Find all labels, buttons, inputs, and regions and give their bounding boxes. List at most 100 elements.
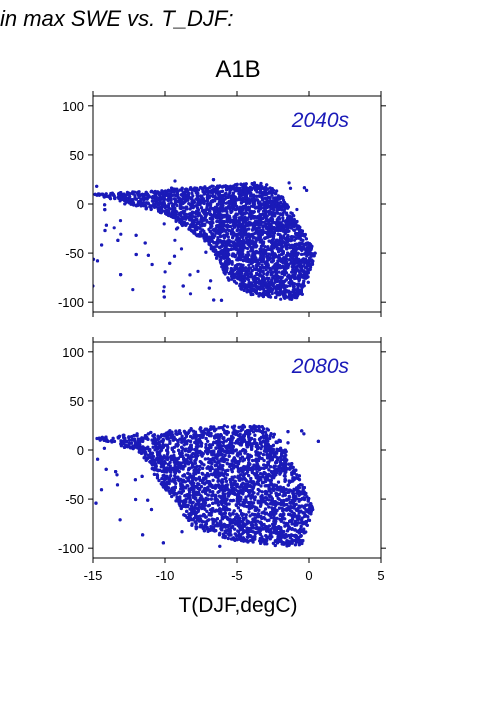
scatter-point <box>289 239 293 243</box>
scatter-point <box>268 283 272 287</box>
scatter-point <box>169 207 173 211</box>
scatter-point <box>230 262 234 266</box>
scatter-point <box>285 235 290 239</box>
scatter-point <box>262 249 266 253</box>
scatter-point <box>131 288 135 292</box>
scatter-point <box>280 252 284 256</box>
scatter-point <box>287 181 291 185</box>
scatter-point <box>220 265 224 269</box>
scatter-point <box>235 204 239 208</box>
scatter-point <box>196 269 200 273</box>
scatter-point <box>277 270 281 274</box>
scatter-point <box>269 225 273 229</box>
scatter-point <box>146 202 151 206</box>
scatter-point <box>144 204 148 208</box>
scatter-point <box>213 234 217 238</box>
scatter-point <box>163 270 167 274</box>
scatter-point <box>227 214 231 218</box>
scatter-point <box>269 200 273 204</box>
scatter-point <box>213 197 217 201</box>
scatter-point <box>234 215 238 219</box>
scatter-point <box>155 201 159 205</box>
scatter-point <box>287 273 291 277</box>
scatter-point <box>119 232 123 236</box>
scatter-point <box>246 250 250 254</box>
scatter-point <box>238 282 242 286</box>
scatter-point <box>162 295 166 299</box>
scatter-point <box>282 234 286 238</box>
scatter-point <box>177 200 181 204</box>
scatter-point <box>213 241 217 245</box>
scatter-point <box>255 272 259 276</box>
scatter-point <box>150 199 154 203</box>
scatter-point <box>241 285 246 289</box>
scatter-point <box>260 241 264 245</box>
scatter-point <box>219 234 223 238</box>
scatter-point <box>281 270 285 274</box>
scatter-point <box>212 298 216 302</box>
scatter-point <box>200 186 205 190</box>
scatter-point <box>95 184 99 188</box>
scatter-point <box>181 191 185 195</box>
scatter-point <box>226 276 230 280</box>
scatter-point <box>301 246 305 250</box>
scatter-point <box>88 242 91 245</box>
scatter-point <box>203 239 207 243</box>
scatter-point <box>243 240 247 245</box>
scatter-point <box>231 236 235 240</box>
scatter-point <box>264 289 268 294</box>
scatter-point <box>266 287 270 291</box>
scatter-point <box>295 227 299 231</box>
scatter-point <box>271 190 275 194</box>
scatter-point <box>243 275 247 279</box>
scatter-point <box>234 212 238 216</box>
scatter-point <box>265 272 269 276</box>
scatter-point <box>207 286 211 290</box>
scatter-point <box>244 229 248 233</box>
scatter-point <box>246 246 250 251</box>
scatter-point <box>261 228 265 232</box>
scatter-point <box>271 282 275 286</box>
scatter-point <box>231 241 235 245</box>
scatter-point <box>283 205 287 209</box>
scatter-point <box>295 207 299 212</box>
scatter-point <box>215 244 219 248</box>
scatter-point <box>183 212 187 216</box>
scatter-point <box>152 202 156 206</box>
scatter-point <box>203 223 207 227</box>
scatter-point <box>301 257 305 261</box>
scatter-point <box>247 227 251 231</box>
scatter-point <box>233 253 237 258</box>
scatter-point <box>247 263 251 267</box>
scatter-point <box>239 218 243 222</box>
scatter-point <box>273 196 277 200</box>
scatter-point <box>271 235 275 239</box>
scatter-point <box>243 279 247 283</box>
scatter-point <box>169 196 173 200</box>
scatter-point <box>204 250 208 254</box>
scatter-point <box>287 258 292 262</box>
scatter-point <box>225 210 229 214</box>
scatter-point <box>258 247 262 251</box>
scatter-point <box>297 245 301 250</box>
scatter-point <box>296 285 300 289</box>
scatter-point <box>88 257 91 260</box>
scatter-point <box>304 237 308 241</box>
scatter-point <box>209 235 213 239</box>
scatter-point <box>212 245 216 249</box>
scatter-point <box>292 274 296 278</box>
scatter-point <box>284 211 289 215</box>
scatter-point <box>196 201 200 205</box>
scatter-point <box>284 254 288 258</box>
scatter-point <box>295 296 299 300</box>
scatter-point <box>241 199 245 204</box>
scatter-point <box>258 191 262 195</box>
scatter-point <box>290 235 294 239</box>
scatter-point <box>220 249 224 253</box>
scatter-point <box>280 208 284 212</box>
scatter-point <box>259 215 263 219</box>
scenario-title: A1B <box>215 56 261 83</box>
scatter-point <box>119 273 123 277</box>
scatter-point <box>188 273 192 277</box>
